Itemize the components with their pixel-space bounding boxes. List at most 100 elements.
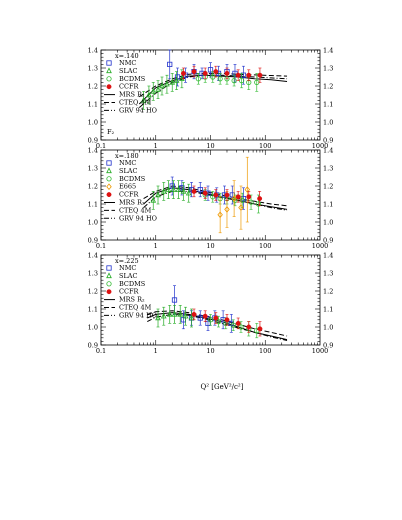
x-tick-label: 1 (154, 142, 158, 150)
legend-label: BCDMS (119, 175, 145, 183)
data-point-triangle (106, 167, 112, 174)
data-point-filled (106, 192, 112, 198)
y-tick-label-left: 1.2 (88, 82, 98, 90)
y-tick-label-left: 1.4 (88, 251, 98, 259)
data-point-square (106, 60, 112, 66)
data-point-circle (239, 197, 245, 203)
data-point-triangle (155, 191, 161, 198)
legend-label: NMC (119, 264, 136, 272)
legend-label: CTEQ 4M (119, 304, 152, 312)
data-point-circle (217, 76, 223, 82)
y-tick-label-right: 1.4 (323, 251, 333, 259)
data-point-triangle (179, 75, 185, 81)
data-point-filled (224, 192, 230, 198)
y-tick-label-right: 1.2 (323, 182, 333, 190)
data-point-triangle (146, 91, 152, 98)
legend-label: GRV 94 HO (119, 214, 157, 222)
data-point-circle (207, 317, 214, 323)
x-tick-label: 10 (206, 347, 214, 355)
y-tick-label-right: 1.0 (323, 118, 333, 126)
x-tick-label: 1000 (312, 142, 329, 150)
data-point-filled (191, 69, 197, 75)
y-tick-label-right: 1.3 (323, 64, 333, 72)
data-point-diamond (244, 186, 251, 193)
y-tick-label-right: 1.4 (323, 46, 333, 54)
series-ccfr (180, 65, 263, 83)
data-point-triangle (165, 186, 172, 192)
data-point-filled (213, 192, 219, 198)
y-tick-label-left: 1.0 (88, 323, 98, 331)
panel-title: x=.140 (115, 52, 139, 60)
series-slac (140, 69, 185, 110)
x-tick-label: 100 (259, 347, 271, 355)
data-point-square (197, 186, 203, 193)
data-point-triangle (173, 77, 180, 83)
data-point-triangle (166, 310, 173, 317)
data-point-diamond (224, 206, 230, 213)
data-point-triangle (150, 196, 157, 203)
legend-label: BCDMS (119, 75, 145, 83)
y-tick-label-right: 1.2 (323, 287, 333, 295)
y-tick-label-right: 1.0 (323, 218, 333, 226)
legend-label: CCFR (119, 83, 139, 91)
legend-label: CTEQ 4M (119, 99, 152, 107)
data-point-circle (238, 324, 244, 330)
legend-label: BCDMS (119, 280, 145, 288)
legend-label: NMC (119, 159, 136, 167)
data-point-circle (232, 197, 238, 203)
data-point-square (207, 67, 214, 73)
data-point-triangle (188, 314, 195, 321)
legend-label: CCFR (119, 191, 139, 199)
series-slac (155, 305, 195, 328)
x-tick-label: 0.1 (96, 142, 106, 150)
panel-title: x=.225 (115, 257, 139, 265)
data-point-triangle (106, 67, 112, 74)
y-tick-label-left: 0.9 (88, 341, 98, 349)
x-tick-label: 1 (154, 347, 158, 355)
data-point-triangle (170, 186, 177, 192)
data-point-triangle (164, 80, 170, 87)
y-tick-label-right: 1.1 (323, 200, 333, 208)
data-point-filled (191, 311, 197, 317)
y-tick-label-left: 1.4 (88, 46, 98, 54)
y-tick-label-left: 1.3 (88, 164, 98, 172)
y-tick-label-left: 1.3 (88, 269, 98, 277)
legend-label: GRV 94 HO (119, 106, 157, 114)
y-tick-label-right: 0.9 (323, 236, 333, 244)
data-point-circle (195, 76, 201, 82)
curve-solid (138, 74, 288, 105)
data-point-triangle (169, 78, 176, 85)
data-point-triangle (160, 312, 167, 319)
y-tick-label-right: 1.3 (323, 269, 333, 277)
data-point-diamond (231, 195, 237, 202)
data-point-filled (246, 194, 252, 200)
data-point-filled (202, 313, 208, 319)
x-tick-label: 0.1 (96, 242, 106, 250)
legend-label: MRS R₂ (119, 296, 145, 304)
x-tick-label: 10 (206, 142, 214, 150)
data-point-square (171, 297, 178, 303)
data-point-square (197, 315, 203, 321)
legend-label: MRS R₂ (119, 199, 145, 207)
x-tick-label: 0.1 (96, 347, 106, 355)
y-tick-label-left: 1.1 (88, 100, 98, 108)
data-point-filled (106, 84, 112, 90)
data-point-filled (202, 70, 208, 76)
legend-label: GRV 94 HO (119, 311, 157, 319)
legend-label: E665 (119, 183, 136, 191)
data-point-square (106, 160, 112, 166)
data-point-triangle (155, 314, 161, 321)
data-point-triangle (182, 312, 189, 319)
data-point-triangle (177, 310, 184, 317)
legend-label: CTEQ 4M (119, 206, 152, 214)
data-point-circle (106, 281, 112, 287)
data-point-filled (224, 317, 230, 323)
data-point-filled (235, 194, 241, 200)
legend-label: MRS R₂ (119, 91, 145, 99)
x-tick-label: 1000 (312, 347, 329, 355)
y-tick-label-right: 1.2 (323, 82, 333, 90)
data-point-filled (191, 188, 197, 194)
data-point-square (167, 61, 173, 68)
